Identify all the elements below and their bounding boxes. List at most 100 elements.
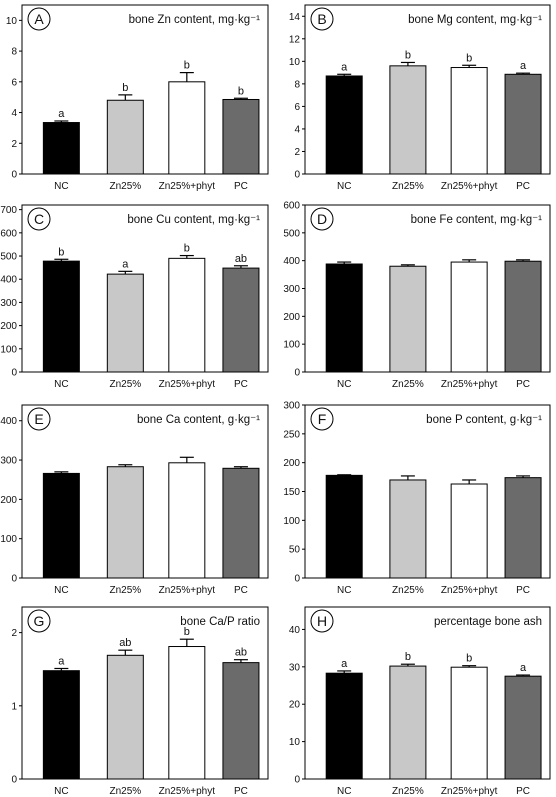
bar-zn25- bbox=[389, 479, 427, 579]
panel-a: 0 2 4 6 8 10 a NC b Zn25% b Zn25%+phyt b PC A bone Zn c… bbox=[6, 4, 269, 192]
significance-letter: b bbox=[184, 60, 190, 72]
panel-letter: E bbox=[34, 411, 43, 427]
panel-c: 0 100 200 300 400 500 600 700 b NC a Zn25% b Zn25%+ph… bbox=[0, 204, 269, 390]
bar-zn25-phyt bbox=[168, 81, 206, 175]
y-tick-label: 600 bbox=[0, 228, 17, 239]
x-tick-label: Zn25% bbox=[109, 181, 141, 192]
panel-frame bbox=[304, 606, 551, 780]
panel-letter: A bbox=[34, 11, 44, 27]
significance-letter: b bbox=[405, 49, 411, 61]
panel-letter-circle bbox=[310, 407, 334, 431]
panel-frame bbox=[21, 606, 269, 780]
bar-zn25- bbox=[389, 65, 427, 175]
y-tick-label: 700 bbox=[0, 205, 17, 216]
y-tick-label: 300 bbox=[0, 456, 17, 467]
y-tick-label: 10 bbox=[289, 57, 301, 68]
y-tick-label: 100 bbox=[0, 534, 17, 545]
bar-pc bbox=[222, 662, 260, 780]
bar-pc bbox=[222, 267, 260, 373]
x-tick-label: PC bbox=[516, 181, 530, 192]
panel-letter: B bbox=[317, 11, 326, 27]
y-tick-label: 0 bbox=[11, 574, 17, 585]
panel-title: bone Fe content, mg·kg⁻¹ bbox=[411, 214, 543, 226]
bar-pc bbox=[222, 467, 260, 579]
x-tick-label: Zn25%+phyt bbox=[441, 379, 498, 390]
significance-letter: a bbox=[58, 655, 65, 667]
y-tick-label: 200 bbox=[0, 321, 17, 332]
panel-title: bone P content, g·kg⁻¹ bbox=[426, 414, 542, 426]
x-tick-label: Zn25%+phyt bbox=[441, 585, 498, 596]
x-tick-label: Zn25% bbox=[392, 181, 424, 192]
x-tick-label: Zn25%+phyt bbox=[159, 379, 216, 390]
x-tick-label: Zn25% bbox=[392, 786, 424, 797]
y-tick-label: 2 bbox=[11, 628, 17, 639]
significance-letter: ab bbox=[235, 647, 247, 659]
significance-letter: a bbox=[520, 60, 527, 72]
x-tick-label: NC bbox=[337, 786, 351, 797]
x-tick-label: Zn25% bbox=[109, 786, 141, 797]
significance-letter: b bbox=[466, 52, 472, 64]
y-tick-label: 40 bbox=[289, 625, 301, 636]
y-tick-label: 14 bbox=[289, 12, 301, 23]
bar-zn25-phyt bbox=[450, 67, 488, 175]
y-tick-label: 500 bbox=[0, 252, 17, 263]
y-tick-label: 4 bbox=[11, 108, 17, 119]
panel-letter-circle bbox=[27, 407, 51, 431]
y-tick-label: 200 bbox=[0, 495, 17, 506]
bar-nc bbox=[42, 122, 80, 175]
x-tick-label: PC bbox=[234, 786, 248, 797]
y-tick-label: 8 bbox=[11, 47, 17, 58]
significance-letter: ab bbox=[119, 637, 131, 649]
panel-frame bbox=[304, 4, 551, 175]
x-tick-label: PC bbox=[234, 585, 248, 596]
panel-title: bone Cu content, mg·kg⁻¹ bbox=[127, 214, 260, 226]
bar-zn25-phyt bbox=[168, 462, 206, 579]
bar-zn25-phyt bbox=[168, 646, 206, 780]
x-tick-label: Zn25%+phyt bbox=[159, 786, 216, 797]
bar-zn25-phyt bbox=[450, 483, 488, 579]
x-tick-label: PC bbox=[516, 786, 530, 797]
significance-letter: a bbox=[341, 61, 348, 73]
panel-b: 0 2 4 6 8 10 12 14 a NC b Zn25% b Zn25%+phyt a PC B bone … bbox=[289, 4, 551, 192]
bar-zn25-phyt bbox=[168, 257, 206, 373]
y-tick-label: 0 bbox=[294, 775, 300, 786]
x-tick-label: PC bbox=[234, 379, 248, 390]
x-tick-label: Zn25%+phyt bbox=[159, 585, 216, 596]
y-tick-label: 0 bbox=[11, 170, 17, 181]
y-tick-label: 400 bbox=[283, 256, 300, 267]
y-tick-label: 6 bbox=[294, 102, 300, 113]
significance-letter: b bbox=[238, 85, 244, 97]
panel-title: percentage bone ash bbox=[434, 616, 542, 628]
y-tick-label: 10 bbox=[289, 737, 301, 748]
panel-title: bone Ca/P ratio bbox=[180, 616, 260, 628]
x-tick-label: Zn25% bbox=[392, 379, 424, 390]
x-tick-label: Zn25% bbox=[109, 379, 141, 390]
x-tick-label: NC bbox=[337, 585, 351, 596]
significance-letter: b bbox=[184, 243, 190, 255]
significance-letter: b bbox=[405, 651, 411, 663]
y-tick-label: 4 bbox=[294, 124, 300, 135]
panel-letter: F bbox=[318, 411, 327, 427]
panel-frame bbox=[21, 404, 269, 579]
y-tick-label: 300 bbox=[283, 284, 300, 295]
y-tick-label: 250 bbox=[283, 429, 300, 440]
significance-letter: a bbox=[58, 108, 65, 120]
panel-letter-circle bbox=[27, 207, 51, 231]
panel-letter: D bbox=[317, 211, 327, 227]
y-tick-label: 300 bbox=[283, 401, 300, 412]
y-tick-label: 0 bbox=[11, 775, 17, 786]
y-tick-label: 0 bbox=[294, 574, 300, 585]
panel-e: 0 100 200 300 400 NC Zn25% Zn25%+phyt PC E bone Ca… bbox=[0, 404, 269, 596]
y-tick-label: 200 bbox=[283, 458, 300, 469]
y-tick-label: 100 bbox=[283, 340, 300, 351]
bar-zn25- bbox=[106, 654, 144, 780]
x-tick-label: Zn25%+phyt bbox=[159, 181, 216, 192]
significance-letter: b bbox=[58, 246, 64, 258]
y-tick-label: 0 bbox=[294, 170, 300, 181]
y-tick-label: 20 bbox=[289, 700, 301, 711]
bar-nc bbox=[325, 474, 363, 579]
x-tick-label: Zn25% bbox=[392, 585, 424, 596]
x-tick-label: NC bbox=[54, 379, 68, 390]
panel-g: 0 1 2 a NC ab Zn25% b Zn25%+phyt ab PC G bone Ca/P r… bbox=[11, 606, 269, 797]
